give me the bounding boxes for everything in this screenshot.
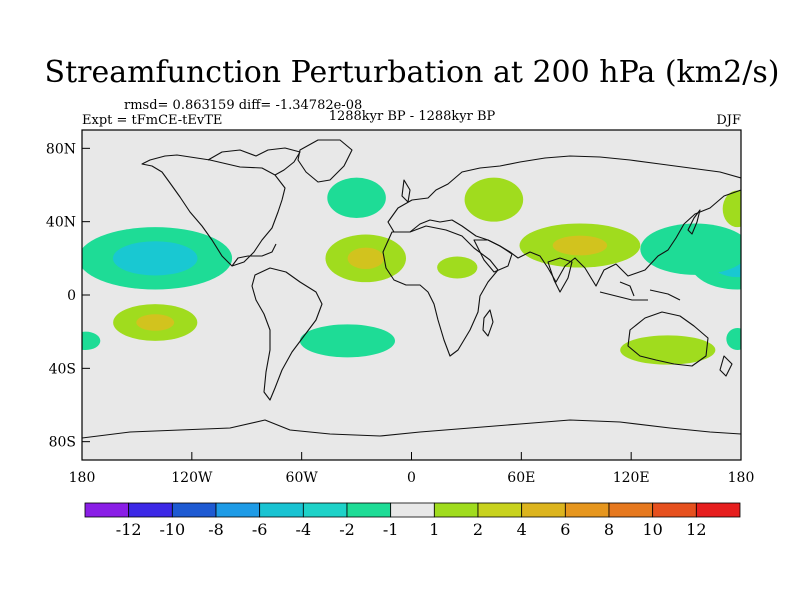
map-background xyxy=(82,130,741,460)
colorbar-label: -10 xyxy=(159,520,185,539)
x-tick-label: 180 xyxy=(728,470,755,486)
colorbar-label: 10 xyxy=(642,520,662,539)
season-label: DJF xyxy=(716,113,741,128)
chart-title: Streamfunction Perturbation at 200 hPa (… xyxy=(45,55,780,90)
colorbar-label: 12 xyxy=(686,520,706,539)
colorbar-swatch xyxy=(128,502,173,518)
south-america-coast xyxy=(251,267,323,401)
y-tick-label: 40S xyxy=(49,361,76,377)
y-tick-label: 80N xyxy=(46,141,76,157)
colorbar-label: 6 xyxy=(560,520,570,539)
y-tick-label: 80S xyxy=(49,435,76,451)
indonesia-coast xyxy=(599,281,681,301)
anomaly-south-asia-positive-level-1 xyxy=(552,235,608,256)
x-tick-label: 60E xyxy=(507,470,535,486)
x-tick-label: 120E xyxy=(613,470,650,486)
colorbar-swatch xyxy=(390,502,435,518)
colorbar-label: -1 xyxy=(383,520,399,539)
japan-coast xyxy=(687,209,701,235)
experiment-label: Expt = tFmCE-tEvTE xyxy=(82,113,222,128)
greenland-coast xyxy=(297,139,353,183)
anomaly-southwest-pacific-negative-level-0 xyxy=(726,328,741,350)
new-zealand-coast xyxy=(719,355,733,377)
x-tick-label: 0 xyxy=(407,470,416,486)
anomaly-north-atlantic-negative-level-0 xyxy=(327,177,386,218)
colorbar-swatch xyxy=(652,502,697,518)
madagascar-coast xyxy=(482,309,494,337)
colorbar: -12 -10 -8 -6 -4 -2 -1 1 2 4 6 8 10 12 xyxy=(84,502,741,539)
eurasia-coast xyxy=(387,155,741,287)
anomaly-west-asia-positive-level-0 xyxy=(464,177,524,222)
anomaly-east-pacific-positive-level-0 xyxy=(722,190,741,228)
y-axis-ticks: 80N 40N 0 40S 80S xyxy=(46,141,90,451)
colorbar-swatch xyxy=(433,502,479,518)
anomaly-australia-positive-level-0 xyxy=(620,335,716,365)
colorbar-label: -8 xyxy=(208,520,224,539)
x-axis-ticks: 180 120W 60W 0 60E 120E 180 xyxy=(69,452,755,486)
anomaly-south-pacific-negative-level-0 xyxy=(82,331,101,350)
colorbar-label: 2 xyxy=(473,520,483,539)
colorbar-swatch xyxy=(695,502,741,518)
anomaly-west-pacific-negative-level-0 xyxy=(640,223,741,275)
colorbar-label: 1 xyxy=(429,520,439,539)
colorbar-swatch xyxy=(171,502,217,518)
x-tick-label: 180 xyxy=(69,470,96,486)
colorbar-swatch xyxy=(564,502,610,518)
gulf-coast xyxy=(231,243,277,267)
stats-label: rmsd= 0.863159 diff= -1.34782e-08 xyxy=(124,98,362,113)
anomaly-south-atlantic-negative-level-0 xyxy=(299,324,396,358)
africa-coast xyxy=(382,225,499,357)
period-label: 1288kyr BP - 1288kyr BP xyxy=(329,109,496,124)
australia-coast xyxy=(627,311,709,367)
colorbar-swatch xyxy=(477,502,523,518)
colorbar-label: -12 xyxy=(116,520,142,539)
y-tick-label: 40N xyxy=(46,215,76,231)
colorbar-label: -6 xyxy=(252,520,268,539)
colorbar-label: -4 xyxy=(296,520,312,539)
colorbar-label: 4 xyxy=(517,520,527,539)
arabia-coast xyxy=(473,239,513,273)
anomaly-africa-positive-level-0 xyxy=(437,256,478,279)
x-tick-label: 60W xyxy=(286,470,319,486)
colorbar-swatch xyxy=(215,502,261,518)
colorbar-swatch xyxy=(302,502,348,518)
anomaly-tropical-atlantic-positive-level-1 xyxy=(347,247,384,270)
uk-coast xyxy=(401,179,411,203)
anomaly-south-pacific-positive-level-1 xyxy=(136,314,175,331)
anomaly-central-pacific-negative-level-1 xyxy=(112,241,198,276)
canadian-arctic-coast xyxy=(207,147,301,176)
colorbar-swatch xyxy=(521,502,566,518)
colorbar-swatch xyxy=(84,502,130,518)
india-coast xyxy=(547,257,573,293)
y-tick-label: 0 xyxy=(67,288,76,304)
antarctica-coast xyxy=(82,419,741,439)
colorbar-label: -2 xyxy=(339,520,355,539)
colorbar-swatch xyxy=(608,502,654,518)
x-tick-label: 120W xyxy=(171,470,213,486)
colorbar-swatch xyxy=(346,502,392,518)
colorbar-label: 8 xyxy=(604,520,614,539)
coastlines xyxy=(82,139,741,439)
colorbar-swatch xyxy=(259,502,304,518)
